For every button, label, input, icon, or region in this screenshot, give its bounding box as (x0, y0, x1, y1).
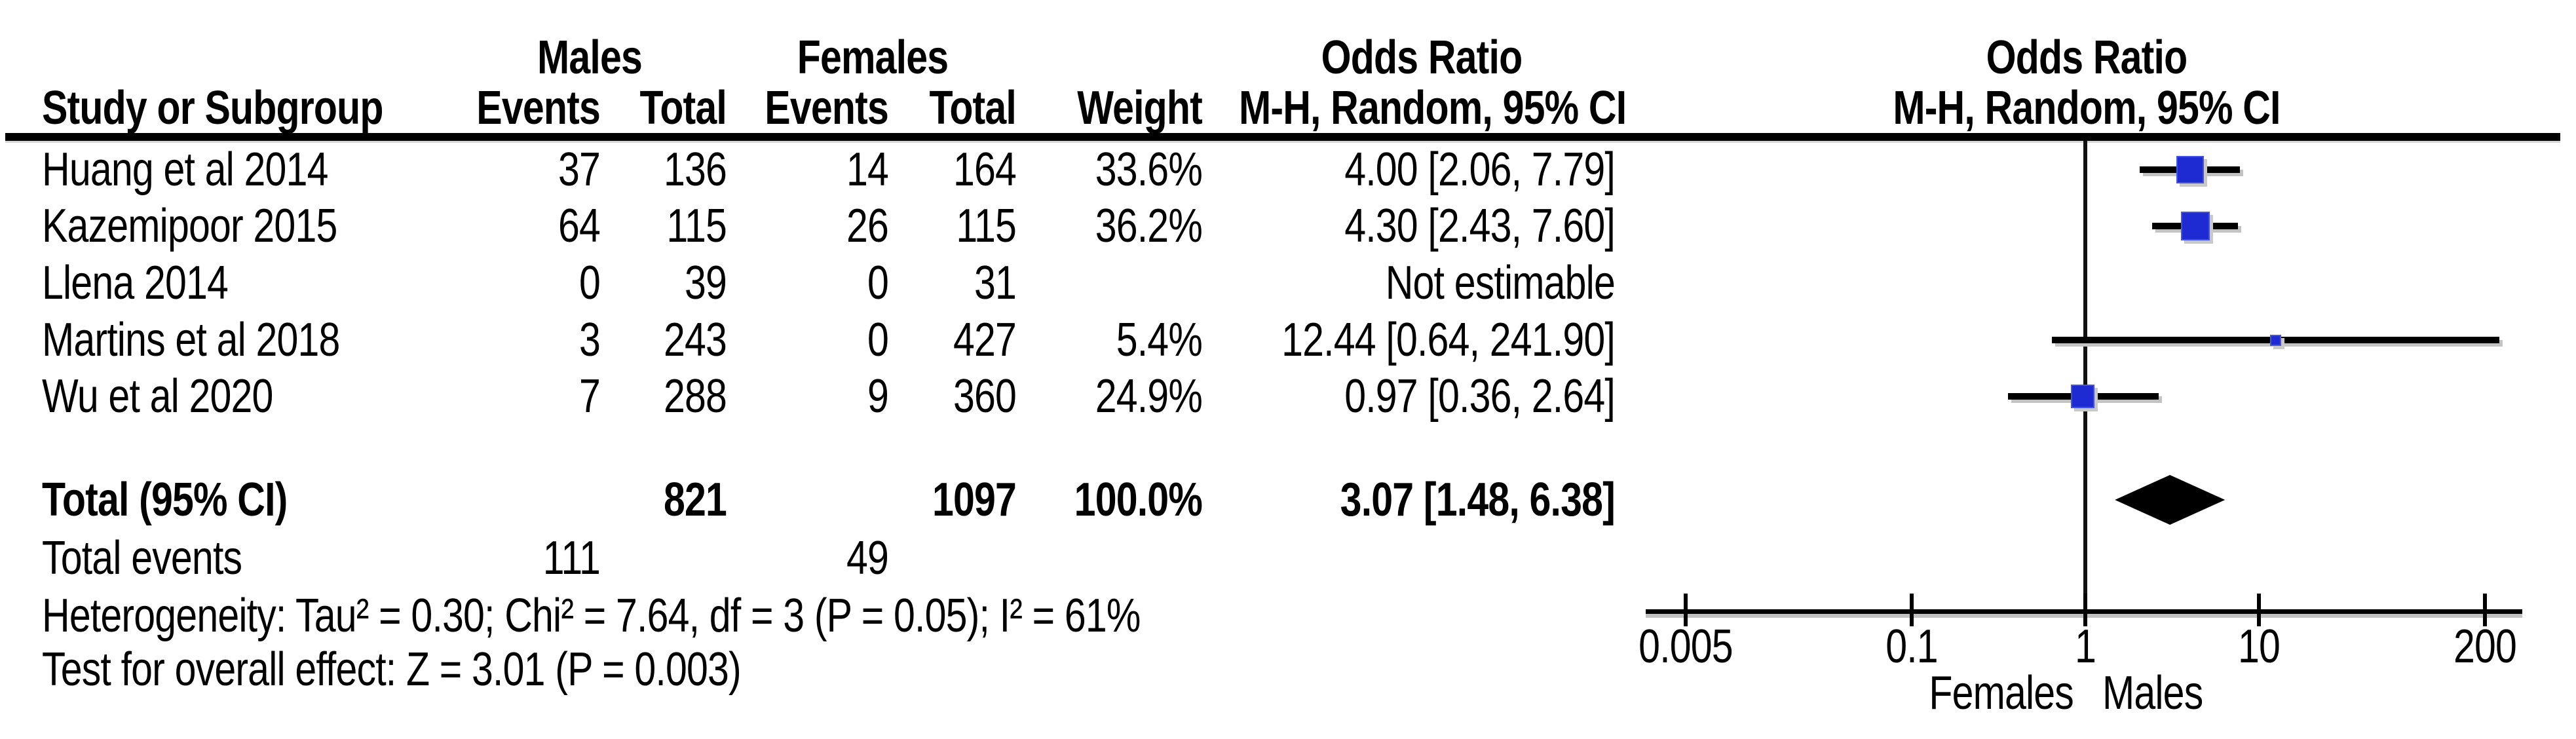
study-name: Llena 2014 (42, 257, 229, 309)
total-events-label: Total events (42, 532, 242, 584)
weight-value (1041, 254, 1202, 312)
males-total: 288 (663, 370, 727, 423)
favours-left-label: Females (1929, 667, 2074, 719)
weight-value: 36.2% (1095, 200, 1203, 252)
total-or-ci: 3.07 [1.48, 6.38] (1340, 474, 1616, 526)
axis-tick-label: 10 (2237, 620, 2281, 673)
total-events-males: 111 (542, 532, 601, 584)
weight-header: Weight (1077, 82, 1203, 134)
males-total: 136 (663, 143, 727, 196)
weight-value: 5.4% (1116, 314, 1203, 366)
total-males-n: 821 (663, 474, 727, 526)
no-effect-line (2083, 141, 2087, 613)
mh-ci-plot-header: M-H, Random, 95% CI (1893, 82, 2281, 134)
or-ci-value: Not estimable (1385, 257, 1616, 309)
or-marker (2176, 156, 2204, 183)
males-events: 64 (558, 200, 601, 252)
females-events: 26 (846, 200, 889, 252)
heterogeneity-text: Heterogeneity: Tau² = 0.30; Chi² = 7.64,… (42, 590, 1141, 642)
females-events: 0 (867, 314, 889, 366)
mh-ci-text-header: M-H, Random, 95% CI (1239, 82, 1627, 134)
axis-tick-label: 0.005 (1638, 620, 1733, 673)
axis-tick (2257, 594, 2261, 626)
or-ci-value: 12.44 [0.64, 241.90] (1281, 314, 1616, 366)
or-ci-value: 4.00 [2.06, 7.79] (1344, 143, 1616, 196)
weight-value: 24.9% (1095, 370, 1203, 423)
females-events: 9 (867, 370, 889, 423)
males-total: 39 (684, 257, 727, 309)
study-name: Huang et al 2014 (42, 143, 328, 196)
or-marker (2180, 212, 2210, 240)
females-total: 31 (974, 257, 1017, 309)
study-name: Martins et al 2018 (42, 314, 340, 366)
males-events: 0 (578, 257, 601, 309)
total-events-females: 49 (846, 532, 889, 584)
males-total: 115 (666, 200, 727, 252)
axis-tick (1910, 594, 1914, 626)
males-total-header: Total (639, 82, 727, 134)
total-label: Total (95% CI) (42, 474, 288, 526)
study-name: Kazemipoor 2015 (42, 200, 337, 252)
males-events-header: Events (476, 82, 601, 134)
females-events: 0 (867, 257, 889, 309)
axis-tick (1684, 594, 1688, 626)
females-total: 360 (953, 370, 1017, 423)
axis-tick (2083, 594, 2087, 626)
females-events: 14 (846, 143, 889, 196)
males-events: 7 (578, 370, 601, 423)
females-total-header: Total (929, 82, 1016, 134)
or-marker (2269, 334, 2281, 346)
header-rule (5, 133, 2560, 141)
or-ci-value: 0.97 [0.36, 2.64] (1344, 370, 1616, 423)
females-total: 427 (953, 314, 1017, 366)
total-weight: 100.0% (1074, 474, 1203, 526)
odds-ratio-plot-header: Odds Ratio (1986, 31, 2188, 84)
total-diamond (2115, 475, 2226, 525)
favours-right-label: Males (2102, 667, 2203, 719)
females-total: 115 (956, 200, 1016, 252)
males-group-header: Males (537, 31, 643, 84)
males-events: 37 (558, 143, 601, 196)
males-total: 243 (663, 314, 727, 366)
axis-tick-label: 200 (2453, 620, 2517, 673)
or-marker (2071, 385, 2095, 408)
females-total: 164 (953, 143, 1017, 196)
weight-value: 33.6% (1095, 143, 1203, 196)
axis-tick (2482, 594, 2487, 626)
total-females-n: 1097 (932, 474, 1017, 526)
study-column-header: Study or Subgroup (42, 82, 383, 134)
females-events-header: Events (765, 82, 889, 134)
study-name: Wu et al 2020 (42, 370, 273, 423)
axis-tick-label: 1 (2074, 620, 2096, 673)
odds-ratio-text-header: Odds Ratio (1321, 31, 1523, 84)
females-group-header: Females (797, 31, 949, 84)
axis-tick-label: 0.1 (1885, 620, 1938, 673)
males-events: 3 (578, 314, 601, 366)
overall-effect-text: Test for overall effect: Z = 3.01 (P = 0… (42, 643, 742, 696)
or-ci-value: 4.30 [2.43, 7.60] (1344, 200, 1616, 252)
